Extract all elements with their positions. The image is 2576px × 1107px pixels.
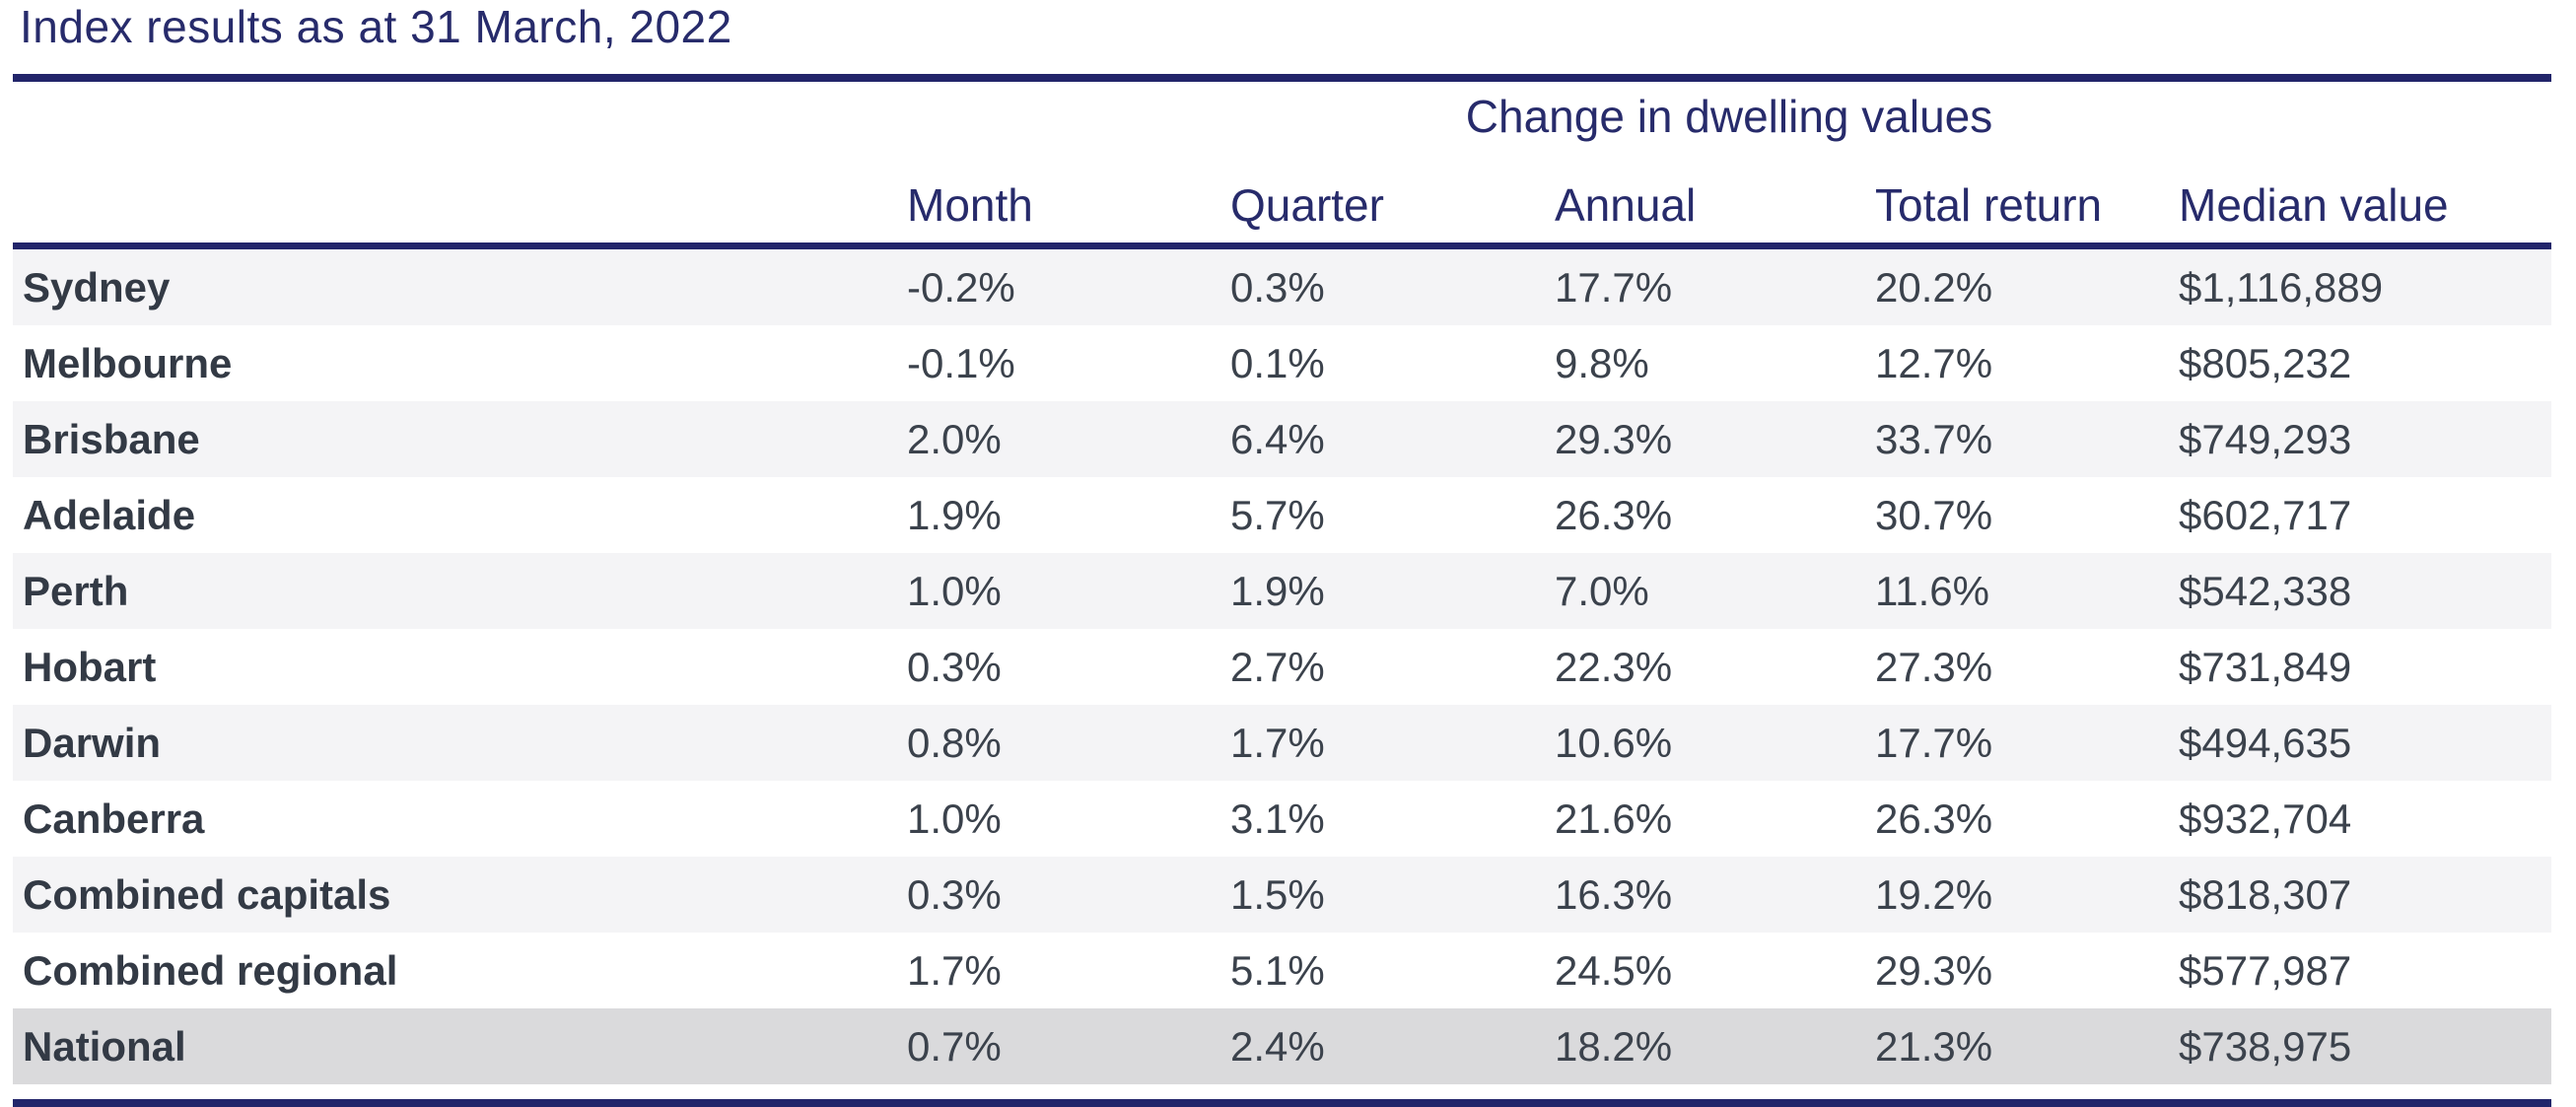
row-label: Canberra <box>23 795 205 842</box>
table-row: Darwin 0.8% 1.7% 10.6% 17.7% $494,635 <box>13 705 2552 781</box>
cell-total-return: 17.7% <box>1875 719 1993 766</box>
cell-median-value: $932,704 <box>2179 795 2352 842</box>
cell-annual: 21.6% <box>1555 795 1673 842</box>
cell-median-value: $542,338 <box>2179 567 2352 614</box>
table-row: Perth 1.0% 1.9% 7.0% 11.6% $542,338 <box>13 553 2552 629</box>
cell-annual: 17.7% <box>1555 263 1673 311</box>
cell-month: 1.0% <box>907 567 1002 614</box>
cell-annual: 9.8% <box>1555 339 1649 386</box>
cell-median-value: $738,975 <box>2179 1022 2352 1070</box>
cell-annual: 26.3% <box>1555 491 1673 538</box>
cell-month: 1.0% <box>907 795 1002 842</box>
row-label: Combined capitals <box>23 870 391 918</box>
cell-annual: 24.5% <box>1555 946 1673 994</box>
page-title: Index results as at 31 March, 2022 <box>20 1 732 52</box>
table-row: Combined regional 1.7% 5.1% 24.5% 29.3% … <box>13 933 2551 1008</box>
row-label: National <box>23 1022 186 1070</box>
cell-median-value: $577,987 <box>2179 946 2352 994</box>
cell-total-return: 26.3% <box>1875 795 1993 842</box>
cell-annual: 29.3% <box>1555 415 1673 462</box>
cell-quarter: 1.5% <box>1230 870 1325 918</box>
cell-month: -0.1% <box>907 339 1015 386</box>
cell-quarter: 0.3% <box>1230 263 1325 311</box>
cell-total-return: 19.2% <box>1875 870 1993 918</box>
cell-annual: 7.0% <box>1555 567 1649 614</box>
top-divider <box>13 74 2551 82</box>
cell-month: 1.7% <box>907 946 1002 994</box>
cell-annual: 10.6% <box>1555 719 1673 766</box>
table-row: Hobart 0.3% 2.7% 22.3% 27.3% $731,849 <box>13 629 2551 705</box>
cell-quarter: 1.9% <box>1230 567 1325 614</box>
column-header-annual: Annual <box>1555 179 1697 231</box>
cell-median-value: $818,307 <box>2179 870 2352 918</box>
row-label: Adelaide <box>23 491 196 538</box>
header-divider <box>13 242 2551 249</box>
cell-annual: 18.2% <box>1555 1022 1673 1070</box>
row-label: Brisbane <box>23 415 200 462</box>
group-header: Change in dwelling values <box>1465 91 1993 142</box>
cell-median-value: $731,849 <box>2179 643 2352 690</box>
cell-total-return: 27.3% <box>1875 643 1993 690</box>
row-label: Hobart <box>23 643 157 690</box>
cell-total-return: 11.6% <box>1875 567 1989 614</box>
table-row: Brisbane 2.0% 6.4% 29.3% 33.7% $749,293 <box>13 401 2552 477</box>
cell-quarter: 2.4% <box>1230 1022 1325 1070</box>
cell-quarter: 5.1% <box>1230 946 1325 994</box>
cell-median-value: $602,717 <box>2179 491 2352 538</box>
index-results-table: Change in dwelling values Month Quarter … <box>13 82 2552 1084</box>
column-header-blank <box>13 151 907 249</box>
cell-total-return: 29.3% <box>1875 946 1993 994</box>
column-header-median-value: Median value <box>2179 179 2449 231</box>
group-header-spacer <box>13 82 907 151</box>
cell-annual: 22.3% <box>1555 643 1673 690</box>
cell-quarter: 0.1% <box>1230 339 1325 386</box>
column-header-row: Month Quarter Annual Total return Median… <box>13 151 2551 249</box>
table-row: Melbourne -0.1% 0.1% 9.8% 12.7% $805,232 <box>13 325 2551 401</box>
row-label: Sydney <box>23 263 171 311</box>
cell-month: 0.3% <box>907 643 1002 690</box>
cell-quarter: 6.4% <box>1230 415 1325 462</box>
cell-total-return: 30.7% <box>1875 491 1993 538</box>
cell-month: -0.2% <box>907 263 1015 311</box>
table-row: Canberra 1.0% 3.1% 21.6% 26.3% $932,704 <box>13 781 2551 857</box>
table-row: Combined capitals 0.3% 1.5% 16.3% 19.2% … <box>13 857 2552 933</box>
cell-total-return: 33.7% <box>1875 415 1993 462</box>
row-label: Combined regional <box>23 946 398 994</box>
column-header-quarter: Quarter <box>1230 179 1384 231</box>
cell-total-return: 12.7% <box>1875 339 1993 386</box>
row-label: Melbourne <box>23 339 233 386</box>
row-label: Darwin <box>23 719 162 766</box>
cell-month: 0.8% <box>907 719 1002 766</box>
cell-annual: 16.3% <box>1555 870 1673 918</box>
column-header-total-return: Total return <box>1875 179 2103 231</box>
cell-total-return: 21.3% <box>1875 1022 1993 1070</box>
cell-quarter: 1.7% <box>1230 719 1325 766</box>
cell-median-value: $805,232 <box>2179 339 2352 386</box>
table-row: Adelaide 1.9% 5.7% 26.3% 30.7% $602,717 <box>13 477 2551 553</box>
bottom-divider <box>13 1099 2551 1107</box>
row-label: Perth <box>23 567 129 614</box>
cell-month: 2.0% <box>907 415 1002 462</box>
cell-month: 0.3% <box>907 870 1002 918</box>
table-row-national-total: National 0.7% 2.4% 18.2% 21.3% $738,975 <box>13 1008 2552 1084</box>
cell-median-value: $749,293 <box>2179 415 2352 462</box>
table-row: Sydney -0.2% 0.3% 17.7% 20.2% $1,116,889 <box>13 249 2552 325</box>
cell-quarter: 2.7% <box>1230 643 1325 690</box>
cell-quarter: 5.7% <box>1230 491 1325 538</box>
cell-total-return: 20.2% <box>1875 263 1993 311</box>
cell-month: 1.9% <box>907 491 1002 538</box>
column-header-month: Month <box>907 179 1033 231</box>
cell-quarter: 3.1% <box>1230 795 1325 842</box>
cell-month: 0.7% <box>907 1022 1002 1070</box>
group-header-row: Change in dwelling values <box>13 82 2551 151</box>
cell-median-value: $1,116,889 <box>2179 263 2384 311</box>
cell-median-value: $494,635 <box>2179 719 2352 766</box>
